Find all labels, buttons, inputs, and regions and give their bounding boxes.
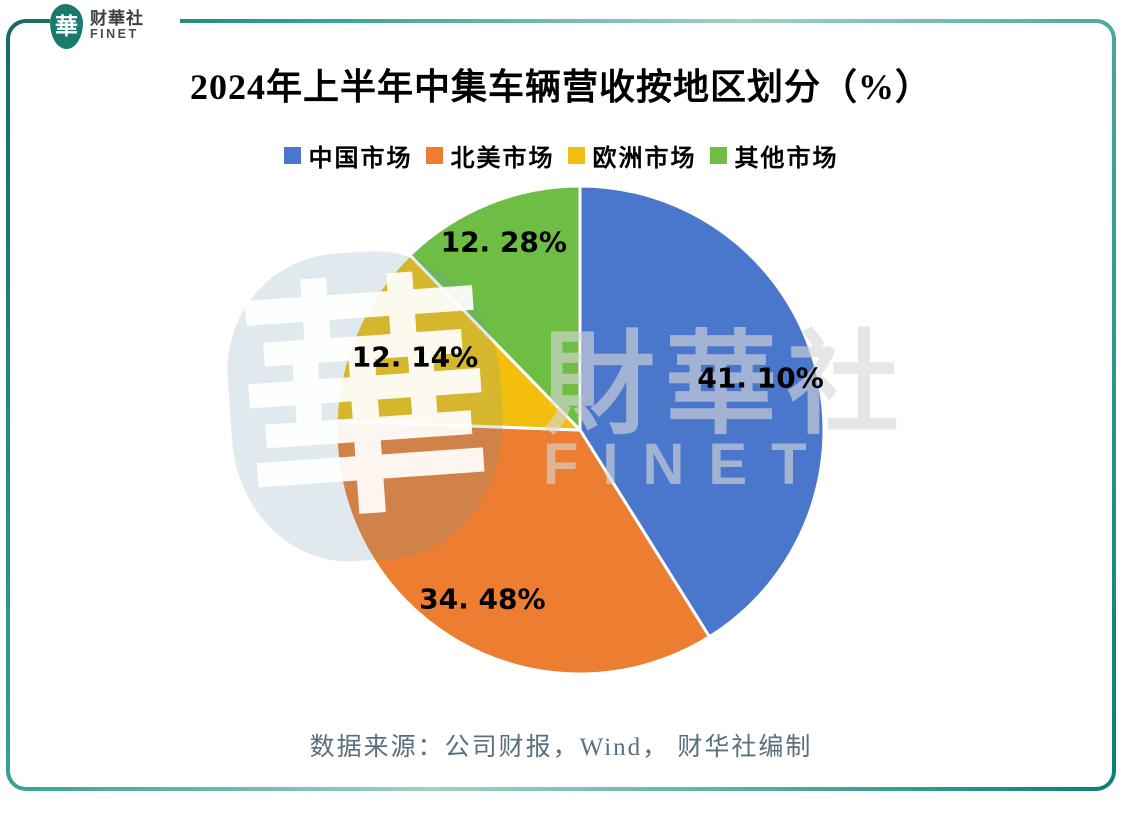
legend-item-3: 欧洲市场 [567,138,697,173]
legend-label: 北美市场 [450,146,555,172]
legend-swatch [567,147,585,164]
finet-logo-texts: 财華社 FINET [90,8,144,42]
legend-item-2: 北美市场 [425,138,555,173]
pie-slice-4 [408,184,582,432]
finet-logo-glyph: 華 [55,13,78,39]
legend-label: 欧洲市场 [592,146,697,172]
slice-value-label-3: 12. 14% [351,340,479,374]
legend-label: 其他市场 [734,146,839,172]
legend-item-4: 其他市场 [709,138,839,173]
slice-value-label-2: 34. 48% [419,582,546,616]
pie-chart: 41. 10% 34. 48% 12. 14% 12. 28% [330,180,830,680]
slice-value-label-4: 12. 28% [440,225,567,259]
legend-swatch [425,147,443,164]
chart-title: 2024年上半年中集车辆营收按地区划分（%） [189,67,932,107]
pie-slice-1 [578,184,826,639]
legend-item-1: 中国市场 [283,138,413,173]
finet-logo-name: 财華社 [90,8,144,28]
finet-logo-icon: 華 [50,3,83,49]
finet-logo-subname: FINET [90,27,139,42]
legend-swatch [709,147,727,164]
legend-swatch [283,147,301,164]
pie-slice-3 [334,253,582,432]
chart-legend: 中国市场 北美市场 欧洲市场 其他市场 [0,138,1122,173]
finet-logo: 華 财華社 FINET [50,0,180,52]
data-source-note: 数据来源：公司财报，Wind， 财华社编制 [309,734,813,761]
slice-value-label-1: 41. 10% [697,361,824,395]
pie-slice-2 [334,419,711,676]
legend-label: 中国市场 [308,146,413,172]
pie-chart-svg [334,184,826,676]
